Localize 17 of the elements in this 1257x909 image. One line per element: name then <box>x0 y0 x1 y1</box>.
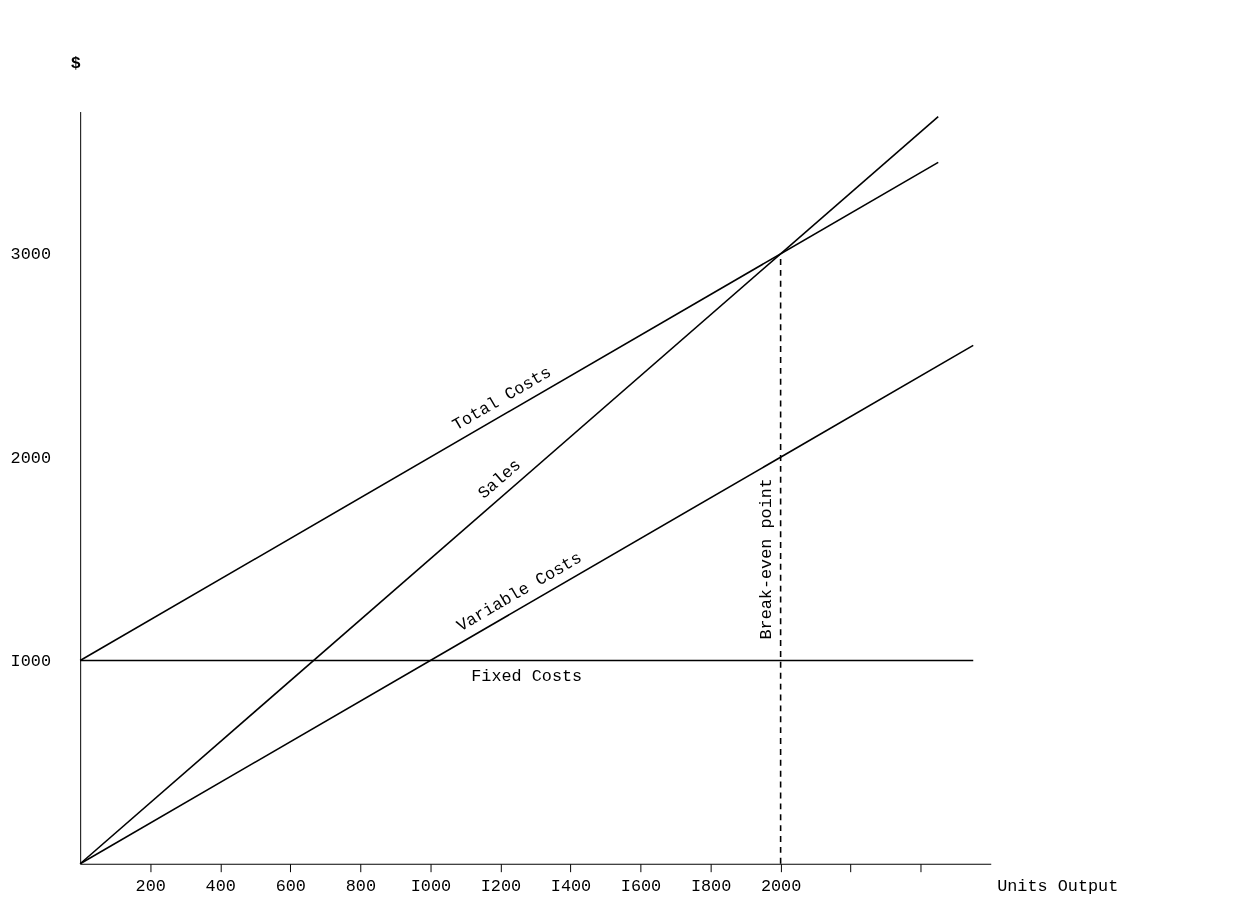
y-axis-title: $ <box>70 54 81 74</box>
x-tick-label: 200 <box>135 876 166 896</box>
x-tick-label: I200 <box>480 876 522 896</box>
series-label: Fixed Costs <box>471 667 583 687</box>
x-tick-label: 600 <box>275 876 306 896</box>
y-tick-label: 3000 <box>10 245 51 265</box>
y-tick-label: I000 <box>10 651 51 671</box>
x-tick-label: I600 <box>620 876 662 896</box>
x-tick-label: I000 <box>410 876 452 896</box>
x-axis-title: Units Output <box>997 876 1119 896</box>
x-tick-label: I400 <box>550 876 592 896</box>
y-tick-label: 2000 <box>10 448 51 468</box>
x-tick-label: 400 <box>205 876 236 896</box>
x-tick-label: 800 <box>345 876 376 896</box>
text: Break-even point <box>756 478 776 640</box>
x-tick-label: I800 <box>690 876 732 896</box>
x-tick-label: 2000 <box>760 876 802 896</box>
